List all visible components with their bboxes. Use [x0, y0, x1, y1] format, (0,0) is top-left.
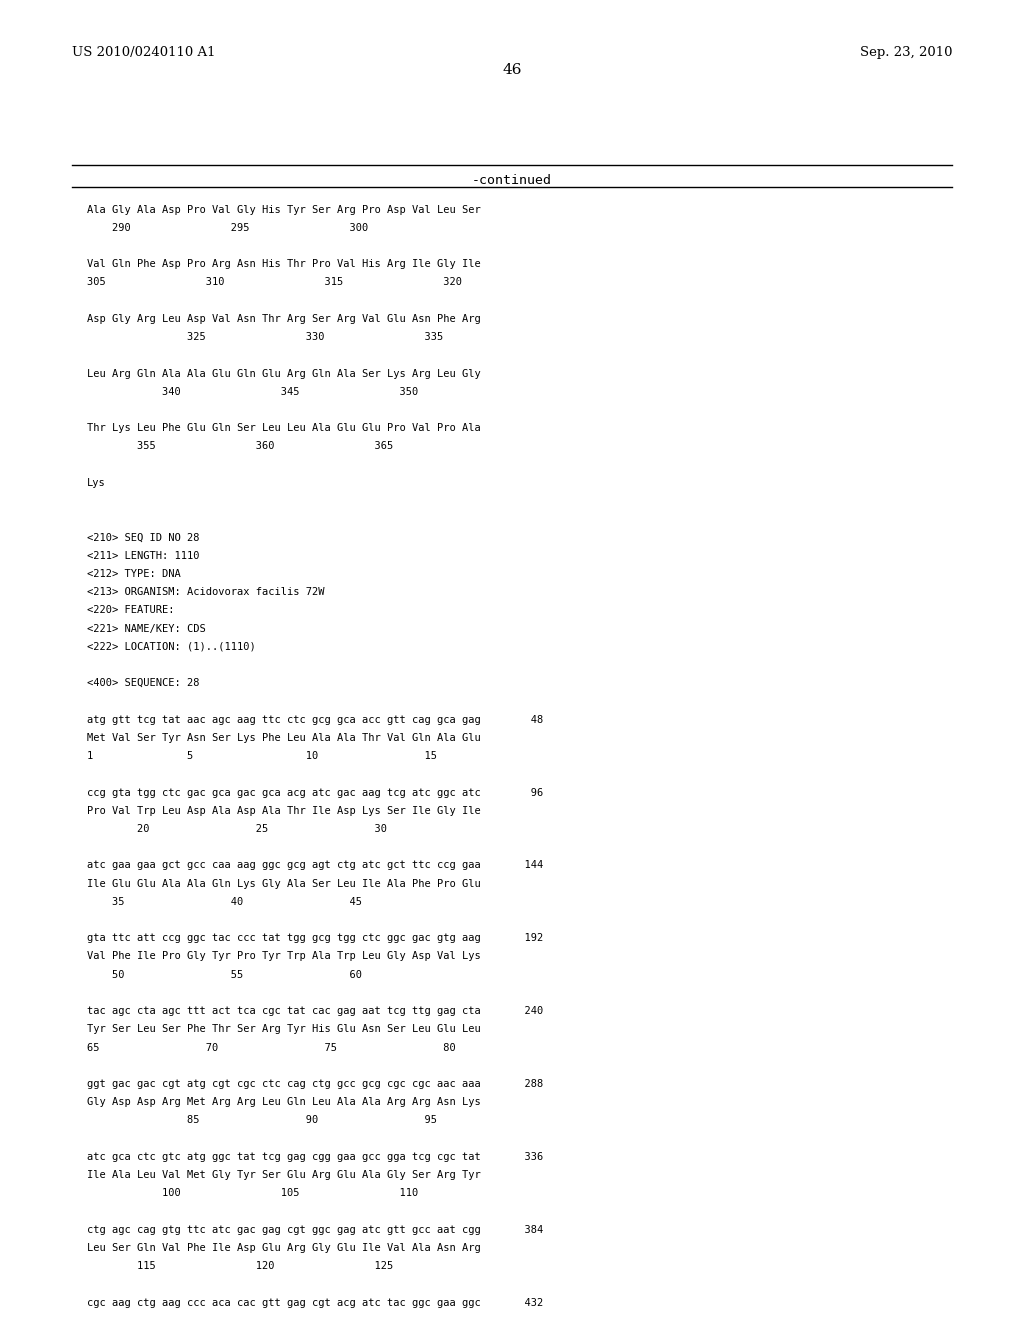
Text: 355                360                365: 355 360 365: [87, 441, 393, 451]
Text: Val Phe Ile Pro Gly Tyr Pro Tyr Trp Ala Trp Leu Gly Asp Val Lys: Val Phe Ile Pro Gly Tyr Pro Tyr Trp Ala …: [87, 952, 481, 961]
Text: 325                330                335: 325 330 335: [87, 333, 443, 342]
Text: 115                120                125: 115 120 125: [87, 1261, 393, 1271]
Text: Ile Ala Leu Val Met Gly Tyr Ser Glu Arg Glu Ala Gly Ser Arg Tyr: Ile Ala Leu Val Met Gly Tyr Ser Glu Arg …: [87, 1170, 481, 1180]
Text: Tyr Ser Leu Ser Phe Thr Ser Arg Tyr His Glu Asn Ser Leu Glu Leu: Tyr Ser Leu Ser Phe Thr Ser Arg Tyr His …: [87, 1024, 481, 1035]
Text: Leu Arg Gln Ala Ala Glu Gln Glu Arg Gln Ala Ser Lys Arg Leu Gly: Leu Arg Gln Ala Ala Glu Gln Glu Arg Gln …: [87, 368, 481, 379]
Text: Ile Glu Glu Ala Ala Gln Lys Gly Ala Ser Leu Ile Ala Phe Pro Glu: Ile Glu Glu Ala Ala Gln Lys Gly Ala Ser …: [87, 879, 481, 888]
Text: ctg agc cag gtg ttc atc gac gag cgt ggc gag atc gtt gcc aat cgg       384: ctg agc cag gtg ttc atc gac gag cgt ggc …: [87, 1225, 544, 1234]
Text: Met Val Ser Tyr Asn Ser Lys Phe Leu Ala Ala Thr Val Gln Ala Glu: Met Val Ser Tyr Asn Ser Lys Phe Leu Ala …: [87, 733, 481, 743]
Text: tac agc cta agc ttt act tca cgc tat cac gag aat tcg ttg gag cta       240: tac agc cta agc ttt act tca cgc tat cac …: [87, 1006, 544, 1016]
Text: Val Gln Phe Asp Pro Arg Asn His Thr Pro Val His Arg Ile Gly Ile: Val Gln Phe Asp Pro Arg Asn His Thr Pro …: [87, 259, 481, 269]
Text: <400> SEQUENCE: 28: <400> SEQUENCE: 28: [87, 678, 200, 688]
Text: 20                 25                 30: 20 25 30: [87, 824, 387, 834]
Text: 100                105                110: 100 105 110: [87, 1188, 418, 1199]
Text: Sep. 23, 2010: Sep. 23, 2010: [860, 46, 952, 59]
Text: Gly Asp Asp Arg Met Arg Arg Leu Gln Leu Ala Ala Arg Arg Asn Lys: Gly Asp Asp Arg Met Arg Arg Leu Gln Leu …: [87, 1097, 481, 1107]
Text: 46: 46: [502, 63, 522, 78]
Text: Ala Gly Ala Asp Pro Val Gly His Tyr Ser Arg Pro Asp Val Leu Ser: Ala Gly Ala Asp Pro Val Gly His Tyr Ser …: [87, 205, 481, 215]
Text: <211> LENGTH: 1110: <211> LENGTH: 1110: [87, 550, 200, 561]
Text: atg gtt tcg tat aac agc aag ttc ctc gcg gca acc gtt cag gca gag        48: atg gtt tcg tat aac agc aag ttc ctc gcg …: [87, 714, 544, 725]
Text: atc gca ctc gtc atg ggc tat tcg gag cgg gaa gcc gga tcg cgc tat       336: atc gca ctc gtc atg ggc tat tcg gag cgg …: [87, 1152, 544, 1162]
Text: 290                295                300: 290 295 300: [87, 223, 369, 232]
Text: <212> TYPE: DNA: <212> TYPE: DNA: [87, 569, 181, 579]
Text: 35                 40                 45: 35 40 45: [87, 896, 362, 907]
Text: <222> LOCATION: (1)..(1110): <222> LOCATION: (1)..(1110): [87, 642, 256, 652]
Text: 305                310                315                320: 305 310 315 320: [87, 277, 462, 288]
Text: 1               5                  10                 15: 1 5 10 15: [87, 751, 437, 762]
Text: gta ttc att ccg ggc tac ccc tat tgg gcg tgg ctc ggc gac gtg aag       192: gta ttc att ccg ggc tac ccc tat tgg gcg …: [87, 933, 544, 944]
Text: ggt gac gac cgt atg cgt cgc ctc cag ctg gcc gcg cgc cgc aac aaa       288: ggt gac gac cgt atg cgt cgc ctc cag ctg …: [87, 1078, 544, 1089]
Text: Asp Gly Arg Leu Asp Val Asn Thr Arg Ser Arg Val Glu Asn Phe Arg: Asp Gly Arg Leu Asp Val Asn Thr Arg Ser …: [87, 314, 481, 323]
Text: 50                 55                 60: 50 55 60: [87, 970, 362, 979]
Text: Pro Val Trp Leu Asp Ala Asp Ala Thr Ile Asp Lys Ser Ile Gly Ile: Pro Val Trp Leu Asp Ala Asp Ala Thr Ile …: [87, 805, 481, 816]
Text: Leu Ser Gln Val Phe Ile Asp Glu Arg Gly Glu Ile Val Ala Asn Arg: Leu Ser Gln Val Phe Ile Asp Glu Arg Gly …: [87, 1243, 481, 1253]
Text: US 2010/0240110 A1: US 2010/0240110 A1: [72, 46, 215, 59]
Text: ccg gta tgg ctc gac gca gac gca acg atc gac aag tcg atc ggc atc        96: ccg gta tgg ctc gac gca gac gca acg atc …: [87, 788, 544, 797]
Text: <220> FEATURE:: <220> FEATURE:: [87, 606, 174, 615]
Text: Lys: Lys: [87, 478, 105, 488]
Text: atc gaa gaa gct gcc caa aag ggc gcg agt ctg atc gct ttc ccg gaa       144: atc gaa gaa gct gcc caa aag ggc gcg agt …: [87, 861, 544, 870]
Text: cgc aag ctg aag ccc aca cac gtt gag cgt acg atc tac ggc gaa ggc       432: cgc aag ctg aag ccc aca cac gtt gag cgt …: [87, 1298, 544, 1308]
Text: Thr Lys Leu Phe Glu Gln Ser Leu Leu Ala Glu Glu Pro Val Pro Ala: Thr Lys Leu Phe Glu Gln Ser Leu Leu Ala …: [87, 424, 481, 433]
Text: <213> ORGANISM: Acidovorax facilis 72W: <213> ORGANISM: Acidovorax facilis 72W: [87, 587, 325, 597]
Text: 65                 70                 75                 80: 65 70 75 80: [87, 1043, 456, 1052]
Text: 340                345                350: 340 345 350: [87, 387, 418, 397]
Text: 85                 90                 95: 85 90 95: [87, 1115, 437, 1126]
Text: <210> SEQ ID NO 28: <210> SEQ ID NO 28: [87, 532, 200, 543]
Text: -continued: -continued: [472, 174, 552, 187]
Text: <221> NAME/KEY: CDS: <221> NAME/KEY: CDS: [87, 623, 206, 634]
